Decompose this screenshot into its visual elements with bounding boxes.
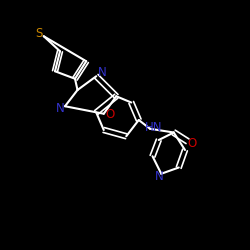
Text: N: N — [154, 170, 163, 183]
Text: O: O — [106, 108, 114, 122]
Text: S: S — [35, 27, 42, 40]
Text: N: N — [56, 102, 64, 115]
Text: N: N — [98, 66, 107, 79]
Text: O: O — [188, 137, 197, 150]
Text: HN: HN — [145, 121, 162, 134]
